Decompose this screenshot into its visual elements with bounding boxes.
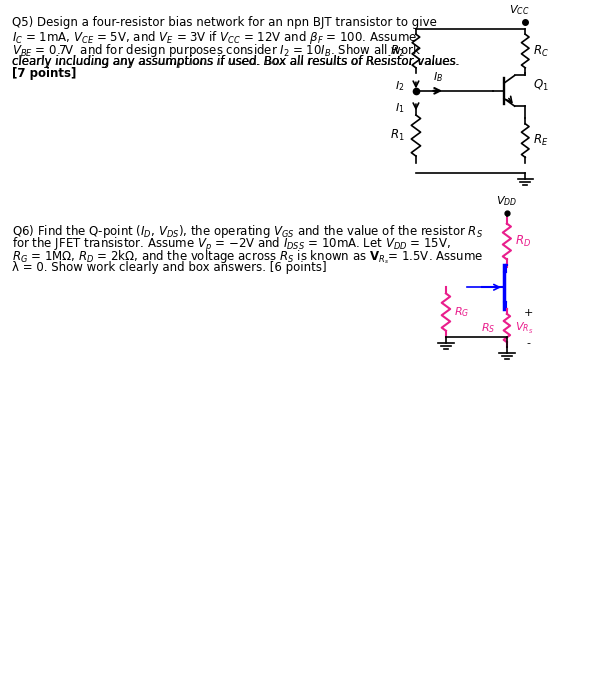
Text: $I_C$ = 1mA, $V_{CE}$ = 5V, and $V_E$ = 3V if $V_{CC}$ = 12V and $\beta_F$ = 100: $I_C$ = 1mA, $V_{CE}$ = 5V, and $V_E$ = … xyxy=(12,29,416,46)
Text: $I_1$: $I_1$ xyxy=(395,102,405,115)
Text: $R_2$: $R_2$ xyxy=(390,43,405,59)
Text: $V_{BE}$ = 0.7V  and for design purposes consider $I_2$ = 10$I_B$. Show all work: $V_{BE}$ = 0.7V and for design purposes … xyxy=(12,41,421,59)
Text: $R_G$: $R_G$ xyxy=(453,305,469,319)
Text: λ = 0. Show work clearly and box answers. [6 points]: λ = 0. Show work clearly and box answers… xyxy=(12,261,326,274)
Text: for the JFET transistor. Assume $V_p$ = −2V and $I_{DSS}$ = 10mA. Let $V_{DD}$ =: for the JFET transistor. Assume $V_p$ = … xyxy=(12,235,450,253)
Text: $R_G$ = 1MΩ, $R_D$ = 2kΩ, and the voltage across $R_S$ is known as $\mathbf{V}_{: $R_G$ = 1MΩ, $R_D$ = 2kΩ, and the voltag… xyxy=(12,248,483,266)
Text: $V_{CC}$: $V_{CC}$ xyxy=(509,3,530,17)
Text: $R_D$: $R_D$ xyxy=(515,234,531,249)
Text: [7 points]: [7 points] xyxy=(12,67,76,80)
Text: $Q_1$: $Q_1$ xyxy=(533,78,549,93)
Text: clearly including any assumptions if used. Box all results of Resistor values.: clearly including any assumptions if use… xyxy=(12,55,459,67)
Text: $V_{DD}$: $V_{DD}$ xyxy=(496,194,518,208)
Text: $R_E$: $R_E$ xyxy=(533,133,549,148)
Text: Q6) Find the Q-point ($I_D$, $V_{DS}$), the operating $V_{GS}$ and the value of : Q6) Find the Q-point ($I_D$, $V_{DS}$), … xyxy=(12,223,483,239)
Text: $R_C$: $R_C$ xyxy=(533,43,549,59)
Text: $V_{R_S}$: $V_{R_S}$ xyxy=(515,321,533,335)
Text: clearly including any assumptions if used. Box all results of Resistor values.: clearly including any assumptions if use… xyxy=(12,55,459,67)
Text: $I_B$: $I_B$ xyxy=(433,70,443,84)
Text: Q5) Design a four-resistor bias network for an npn BJT transistor to give: Q5) Design a four-resistor bias network … xyxy=(12,15,437,29)
Text: $R_1$: $R_1$ xyxy=(390,128,405,143)
Text: $I_2$: $I_2$ xyxy=(395,79,405,93)
Text: -: - xyxy=(526,338,530,348)
Text: $R_S$: $R_S$ xyxy=(481,321,495,335)
Text: +: + xyxy=(524,308,533,318)
